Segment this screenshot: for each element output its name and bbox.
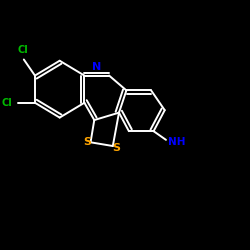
Text: N: N bbox=[92, 62, 101, 72]
Text: Cl: Cl bbox=[17, 45, 28, 55]
Text: NH: NH bbox=[168, 137, 186, 147]
Text: S: S bbox=[83, 137, 91, 147]
Text: Cl: Cl bbox=[2, 98, 12, 108]
Text: S: S bbox=[112, 143, 120, 153]
